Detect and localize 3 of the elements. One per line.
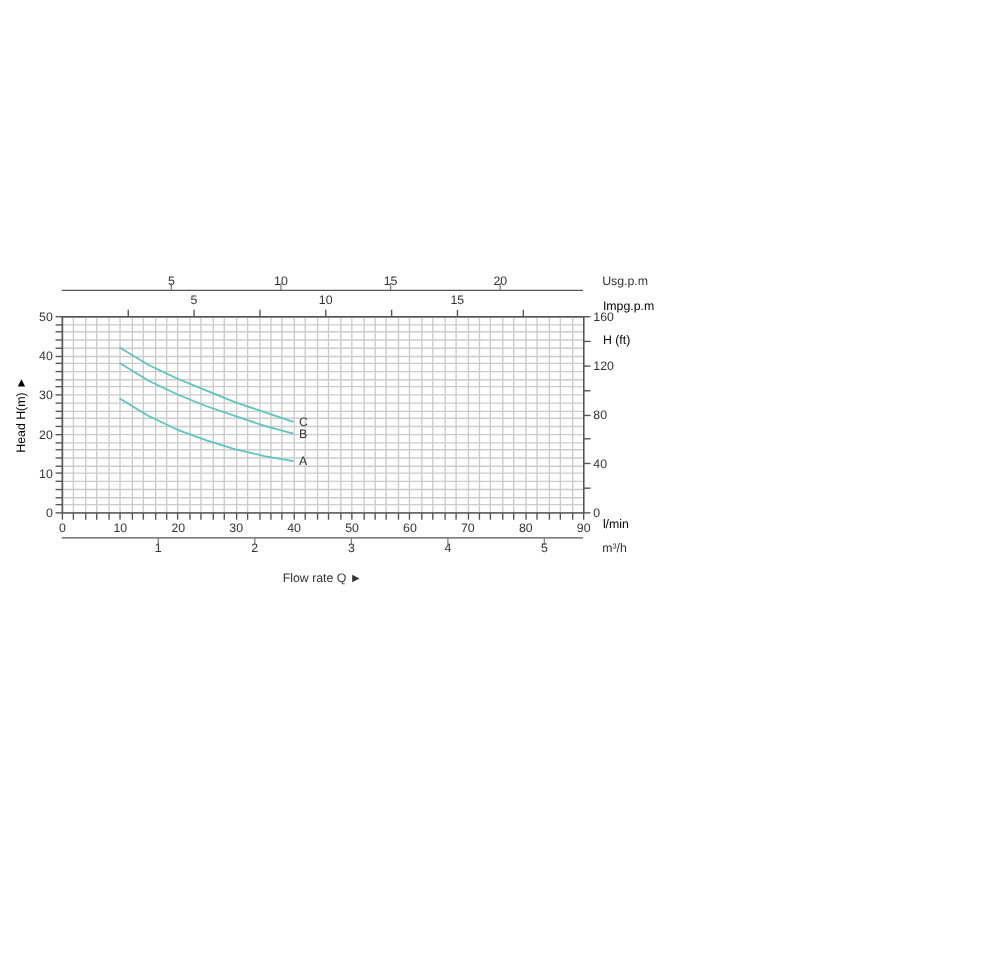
- line-series: [118, 346, 295, 423]
- line-series: [118, 362, 295, 435]
- line-series: [118, 397, 295, 463]
